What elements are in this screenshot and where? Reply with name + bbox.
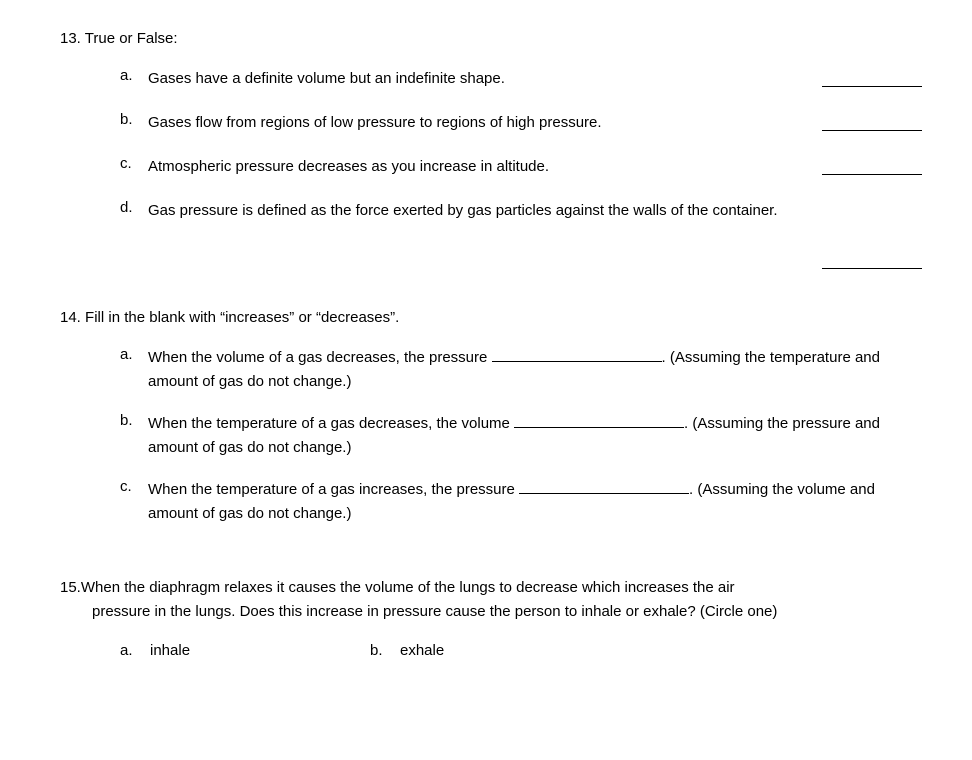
item-text: When the temperature of a gas decreases,… bbox=[148, 412, 922, 460]
item-text: Gases flow from regions of low pressure … bbox=[148, 111, 812, 135]
q15-choices: a. inhale b. exhale bbox=[60, 642, 922, 659]
q13-item-d-blank-row bbox=[120, 253, 922, 269]
q13-sublist: a. Gases have a definite volume but an i… bbox=[60, 67, 922, 269]
choice-letter: a. bbox=[120, 642, 150, 659]
q15-line2: pressure in the lungs. Does this increas… bbox=[60, 600, 922, 624]
fill-pre: When the temperature of a gas decreases,… bbox=[148, 415, 514, 432]
item-text: Gas pressure is defined as the force exe… bbox=[148, 199, 922, 223]
q13-item-d: d. Gas pressure is defined as the force … bbox=[120, 199, 922, 223]
item-letter: b. bbox=[120, 111, 148, 128]
item-letter: b. bbox=[120, 412, 148, 429]
q13-item-a: a. Gases have a definite volume but an i… bbox=[120, 67, 922, 91]
answer-blank[interactable] bbox=[822, 159, 922, 175]
q14-sublist: a. When the volume of a gas decreases, t… bbox=[60, 346, 922, 526]
q14-item-b: b. When the temperature of a gas decreas… bbox=[120, 412, 922, 460]
item-letter: a. bbox=[120, 346, 148, 363]
question-13: 13. True or False: a. Gases have a defin… bbox=[60, 30, 922, 269]
item-text: Gases have a definite volume but an inde… bbox=[148, 67, 812, 91]
item-letter: c. bbox=[120, 155, 148, 172]
item-text: When the temperature of a gas increases,… bbox=[148, 478, 922, 526]
choice-text: inhale bbox=[150, 642, 190, 659]
q14-prompt: Fill in the blank with “increases” or “d… bbox=[85, 309, 399, 326]
q15-text: 15.When the diaphragm relaxes it causes … bbox=[60, 576, 922, 624]
q13-header: 13. True or False: bbox=[60, 30, 922, 47]
answer-blank[interactable] bbox=[822, 253, 922, 269]
q13-prompt: True or False: bbox=[85, 30, 178, 47]
fill-blank[interactable] bbox=[519, 480, 689, 495]
q15-number: 15. bbox=[60, 579, 81, 596]
item-letter: a. bbox=[120, 67, 148, 84]
q13-item-b: b. Gases flow from regions of low pressu… bbox=[120, 111, 922, 135]
q14-header: 14. Fill in the blank with “increases” o… bbox=[60, 309, 922, 326]
q13-number: 13. bbox=[60, 30, 81, 47]
fill-blank[interactable] bbox=[514, 414, 684, 429]
fill-pre: When the temperature of a gas increases,… bbox=[148, 481, 519, 498]
worksheet-page: 13. True or False: a. Gases have a defin… bbox=[0, 0, 972, 729]
q13-item-c: c. Atmospheric pressure decreases as you… bbox=[120, 155, 922, 179]
item-letter: c. bbox=[120, 478, 148, 495]
fill-pre: When the volume of a gas decreases, the … bbox=[148, 349, 492, 366]
item-text: When the volume of a gas decreases, the … bbox=[148, 346, 922, 394]
answer-blank[interactable] bbox=[822, 115, 922, 131]
answer-blank[interactable] bbox=[822, 71, 922, 87]
fill-blank[interactable] bbox=[492, 348, 662, 363]
choice-letter: b. bbox=[370, 642, 400, 659]
q14-item-c: c. When the temperature of a gas increas… bbox=[120, 478, 922, 526]
q15-choice-a[interactable]: a. inhale bbox=[120, 642, 370, 659]
question-14: 14. Fill in the blank with “increases” o… bbox=[60, 309, 922, 526]
q14-item-a: a. When the volume of a gas decreases, t… bbox=[120, 346, 922, 394]
item-letter: d. bbox=[120, 199, 148, 216]
choice-text: exhale bbox=[400, 642, 444, 659]
q14-number: 14. bbox=[60, 309, 81, 326]
q15-choice-b[interactable]: b. exhale bbox=[370, 642, 444, 659]
q15-line1: When the diaphragm relaxes it causes the… bbox=[81, 579, 735, 596]
question-15: 15.When the diaphragm relaxes it causes … bbox=[60, 576, 922, 659]
item-text: Atmospheric pressure decreases as you in… bbox=[148, 155, 812, 179]
